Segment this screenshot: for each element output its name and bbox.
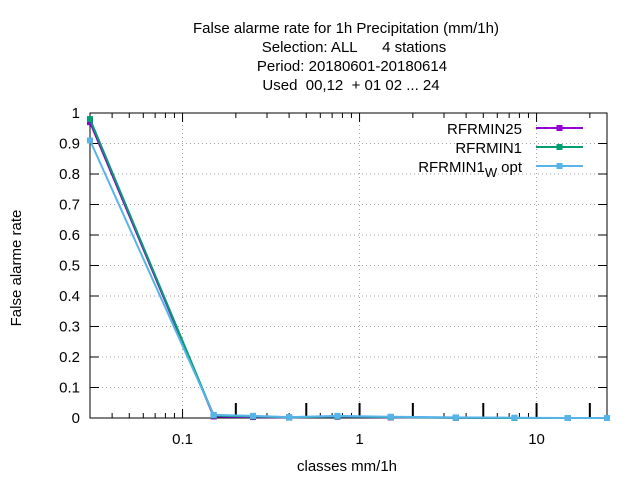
legend-label-subscript: W xyxy=(485,165,498,180)
legend-label-rfrmin1w-opt: RFRMIN1W opt xyxy=(418,159,523,180)
y-tick-label: 0.6 xyxy=(59,227,80,244)
legend-label-main: RFRMIN1 xyxy=(418,159,485,176)
series-line-2 xyxy=(89,118,607,419)
data-point-series-3 xyxy=(286,414,293,421)
legend-samples xyxy=(536,125,583,169)
plot-border xyxy=(89,112,608,419)
data-point-series-1 xyxy=(87,119,93,126)
legend-marker-2 xyxy=(556,144,563,150)
series-lines xyxy=(87,116,610,421)
x-tick-label: 0.1 xyxy=(172,431,193,448)
x-tick-label: 1 xyxy=(355,431,363,448)
y-tick-label: 0.7 xyxy=(59,197,80,214)
axes xyxy=(89,112,608,419)
y-tick-label: 0.9 xyxy=(59,136,80,153)
y-tick-label: 0.3 xyxy=(59,319,80,336)
tick-labels: 0 0.1 0.2 0.3 0.4 0.5 0.6 0.7 0.8 0.9 1 0.1 1 10 xyxy=(59,105,545,448)
legend: RFRMIN25 RFRMIN1 RFRMIN1W opt xyxy=(418,121,583,180)
y-tick-label: 0.5 xyxy=(59,258,80,275)
y-tick-label: 0.2 xyxy=(59,349,80,366)
data-point-series-3 xyxy=(210,411,217,418)
legend-label-rfrmin25: RFRMIN25 xyxy=(447,121,522,138)
y-tick-label: 0 xyxy=(72,410,80,427)
data-point-series-3 xyxy=(249,412,256,419)
y-tick-label: 1 xyxy=(72,105,80,122)
y-tick-label: 0.4 xyxy=(59,288,80,305)
x-axis-label: classes mm/1h xyxy=(297,458,397,475)
legend-marker-3 xyxy=(556,163,563,169)
legend-label-tail: opt xyxy=(501,159,523,176)
grid xyxy=(90,113,607,418)
title-line-4: Used 00,12 + 01 02 ... 24 xyxy=(262,77,439,94)
title-line-2: Selection: ALL 4 stations xyxy=(262,39,447,56)
y-tick-label: 0.8 xyxy=(59,166,80,183)
title-line-3: Period: 20180601-20180614 xyxy=(257,58,447,75)
legend-label-rfrmin1: RFRMIN1 xyxy=(455,140,522,157)
data-point-series-3 xyxy=(604,415,610,421)
y-axis-label: False alarme rate xyxy=(8,210,25,327)
data-point-series-3 xyxy=(387,413,394,420)
x-tick-label: 10 xyxy=(528,431,545,448)
chart-title: False alarme rate for 1h Precipitation (… xyxy=(193,20,499,94)
data-point-series-3 xyxy=(87,137,93,144)
data-point-series-3 xyxy=(511,414,518,421)
series-line-3 xyxy=(89,139,607,419)
data-point-series-2 xyxy=(87,116,93,123)
legend-marker-1 xyxy=(556,125,563,131)
title-line-1: False alarme rate for 1h Precipitation (… xyxy=(193,20,499,37)
y-tick-label: 0.1 xyxy=(59,380,80,397)
data-point-series-3 xyxy=(564,415,571,421)
data-point-series-3 xyxy=(334,412,341,419)
series-line-1 xyxy=(89,121,607,419)
data-point-series-3 xyxy=(452,414,459,421)
